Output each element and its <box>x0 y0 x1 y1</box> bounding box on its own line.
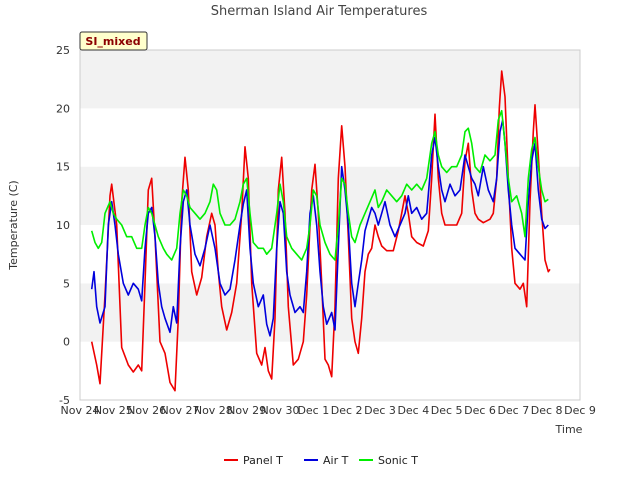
x-tick-label: Nov 27 <box>161 404 200 417</box>
y-tick-label: 20 <box>56 102 70 115</box>
x-tick-label: Dec 2 <box>331 404 363 417</box>
x-tick-label: Dec 4 <box>397 404 429 417</box>
series-line-panel-t <box>90 70 551 392</box>
series-line-sonic-t <box>90 109 549 261</box>
y-tick-label: 0 <box>63 336 70 349</box>
y-tick-label: 15 <box>56 161 70 174</box>
y-axis-label: Temperature (C) <box>7 180 20 270</box>
x-tick-label: Nov 29 <box>227 404 266 417</box>
x-tick-label: Dec 1 <box>297 404 329 417</box>
x-tick-label: Nov 25 <box>94 404 133 417</box>
y-tick-label: -5 <box>59 394 70 407</box>
legend-label: Air T <box>323 454 349 467</box>
plot-frame <box>79 49 581 401</box>
badge: SI_mixed <box>79 31 148 51</box>
x-tick-label: Nov 24 <box>61 404 100 417</box>
grid-band <box>80 283 580 342</box>
x-tick-label: Dec 6 <box>464 404 496 417</box>
grid-band <box>80 166 580 225</box>
y-tick-label: 25 <box>56 44 70 57</box>
x-tick-label: Nov 26 <box>127 404 166 417</box>
grid-band <box>80 50 580 109</box>
badge-label: SI_mixed <box>85 35 140 48</box>
x-axis-label: Time <box>555 423 583 436</box>
badge-box <box>79 31 148 51</box>
y-tick-label: 5 <box>63 277 70 290</box>
x-tick-label: Dec 9 <box>564 404 596 417</box>
legend-label: Panel T <box>243 454 283 467</box>
x-tick-label: Nov 30 <box>261 404 300 417</box>
x-tick-label: Dec 3 <box>364 404 396 417</box>
series-lines <box>90 70 551 392</box>
y-tick-label: 10 <box>56 219 70 232</box>
x-tick-label: Nov 28 <box>194 404 233 417</box>
x-tick-label: Dec 5 <box>431 404 463 417</box>
x-tick-label: Dec 7 <box>497 404 529 417</box>
chart-title: Sherman Island Air Temperatures <box>211 4 428 19</box>
y-ticks: -5 0 5 10 15 20 25 <box>56 44 70 407</box>
series-line-air-t <box>90 119 549 337</box>
x-tick-label: Dec 8 <box>531 404 563 417</box>
legend: Panel T Air T Sonic T <box>224 454 418 467</box>
legend-label: Sonic T <box>378 454 418 467</box>
